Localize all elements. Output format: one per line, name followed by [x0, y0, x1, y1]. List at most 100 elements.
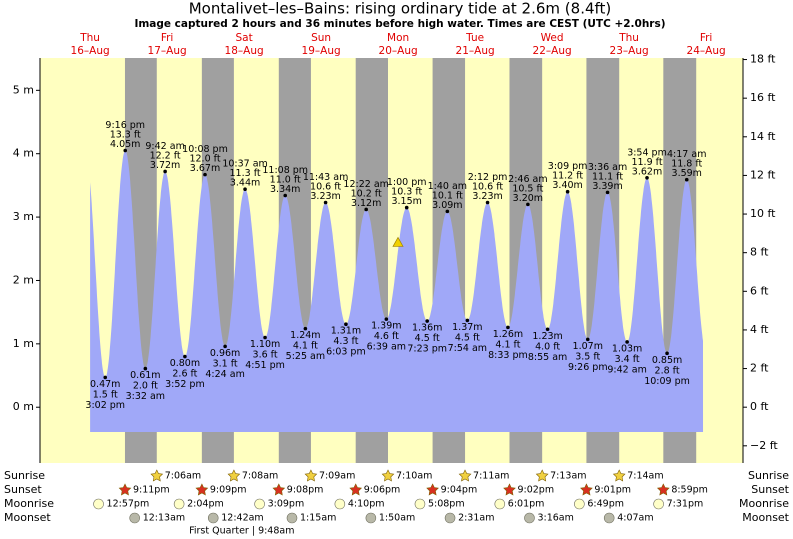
tide-label: 7:54 am — [448, 343, 487, 354]
tide-label: 2:46 am — [508, 174, 547, 185]
y2-tick-label: 8 ft — [750, 246, 769, 259]
sunset-time: 9:08pm — [287, 485, 324, 496]
tide-label: 1.10m — [250, 339, 280, 350]
tide-label: 4.5 ft — [455, 332, 480, 343]
tide-label: 1.36m — [412, 323, 442, 334]
day-name: Sat — [236, 32, 253, 44]
tide-label: 3.5 ft — [575, 351, 600, 362]
day-date: 21–Aug — [456, 45, 495, 57]
tide-label: 12.2 ft — [150, 150, 181, 161]
moonrise-time: 6:01pm — [508, 499, 545, 510]
tide-label: 3.39m — [592, 181, 622, 192]
tide-label: 8:55 am — [528, 352, 567, 363]
sunrise-time: 7:08am — [242, 471, 278, 482]
tide-label: 6:39 am — [367, 342, 406, 353]
row-label: Sunrise — [4, 469, 45, 482]
row-label: Moonrise — [4, 497, 54, 510]
sun-icon — [381, 469, 395, 482]
tide-label: 13.3 ft — [110, 130, 141, 141]
y2-tick-label: 2 ft — [750, 362, 769, 375]
chart-subtitle: Image captured 2 hours and 36 minutes be… — [134, 18, 665, 30]
tide-point — [123, 148, 128, 153]
y2-tick-label: 14 ft — [750, 130, 776, 143]
tide-point — [445, 209, 450, 214]
chart-title: Montalivet–les–Bains: rising ordinary ti… — [189, 0, 612, 18]
tide-label: 4.1 ft — [495, 339, 520, 350]
tide-label: 3.59m — [672, 168, 702, 179]
row-label: Sunrise — [748, 469, 789, 482]
tide-label: 1:40 am — [428, 181, 467, 192]
current-marker — [392, 236, 404, 247]
sun-icon — [349, 483, 363, 496]
tide-label: 0.96m — [210, 348, 240, 359]
tide-label: 4:51 pm — [245, 360, 285, 371]
moonrise-icon — [334, 498, 346, 510]
tide-label: 1.5 ft — [93, 389, 118, 400]
tide-label: 3.72m — [150, 160, 180, 171]
sun-icon — [195, 483, 209, 496]
tide-label: 9:42 am — [607, 364, 646, 375]
tide-point — [263, 335, 267, 340]
tide-label: 2:12 pm — [468, 172, 508, 183]
tide-point — [625, 340, 629, 344]
y2-tick-label: 12 ft — [750, 168, 776, 181]
tide-point — [565, 189, 570, 194]
tide-label: 4.5 ft — [415, 333, 440, 344]
tide-point — [163, 169, 167, 174]
tide-label: 2.6 ft — [172, 369, 197, 380]
tide-label: 3.20m — [513, 193, 543, 204]
moonrise-icon — [93, 498, 104, 510]
tide-point — [303, 326, 308, 331]
row-label: Sunset — [4, 483, 42, 496]
tide-label: 4.0 ft — [535, 341, 560, 352]
day-name: Wed — [541, 32, 564, 44]
tide-label: 2.0 ft — [133, 381, 158, 392]
tide-label: 12.0 ft — [189, 154, 220, 165]
sunrise-time: 7:09am — [319, 471, 355, 482]
day-date: 20–Aug — [379, 45, 418, 57]
tide-label: 3.4 ft — [615, 354, 640, 365]
sun-icon — [580, 483, 593, 496]
y2-tick-label: 6 ft — [750, 284, 769, 297]
tide-label: 9:16 pm — [105, 120, 145, 131]
y-tick-label: 1 m — [13, 337, 34, 350]
tide-label: 3.67m — [190, 163, 220, 174]
tide-point — [665, 351, 669, 356]
moonset-time: 2:31am — [458, 513, 494, 524]
tide-label: 11.0 ft — [270, 175, 301, 186]
moonset-time: 12:42am — [221, 513, 263, 524]
tide-point — [485, 200, 490, 205]
moonrise-time: 5:08pm — [428, 499, 465, 510]
moonrise-icon — [254, 498, 265, 510]
sunrise-time: 7:13am — [550, 471, 586, 482]
tide-label: 1.39m — [371, 321, 401, 332]
tide-label: 3:32 am — [126, 391, 165, 402]
y2-tick-label: 0 ft — [750, 400, 769, 413]
tide-label: 4:17 am — [667, 149, 706, 160]
tide-label: 1.24m — [290, 330, 320, 341]
sunset-time: 9:09pm — [210, 485, 247, 496]
day-name: Tue — [465, 32, 484, 44]
tide-label: 3.12m — [351, 198, 381, 209]
sun-icon — [304, 469, 318, 482]
moonset-icon — [286, 512, 298, 524]
tide-label: 1.23m — [532, 331, 562, 342]
tide-point — [243, 187, 247, 191]
day-date: 24–Aug — [687, 45, 726, 57]
tide-point — [545, 327, 550, 332]
tide-point — [645, 175, 649, 180]
tide-label: 1.37m — [452, 322, 482, 333]
tide-point — [364, 207, 368, 212]
moonset-time: 4:07am — [617, 513, 653, 524]
row-label: Sunset — [751, 483, 789, 496]
y2-tick-label: 18 ft — [750, 53, 776, 66]
moonrise-icon — [414, 498, 426, 510]
tide-point — [404, 205, 409, 210]
tide-label: 11.2 ft — [552, 171, 583, 182]
moonrise-icon — [494, 498, 506, 510]
sun-icon — [227, 469, 241, 482]
tide-label: 10.2 ft — [351, 188, 382, 199]
day-date: 19–Aug — [302, 45, 341, 57]
day-name: Fri — [700, 32, 713, 44]
moonrise-icon — [173, 498, 185, 510]
